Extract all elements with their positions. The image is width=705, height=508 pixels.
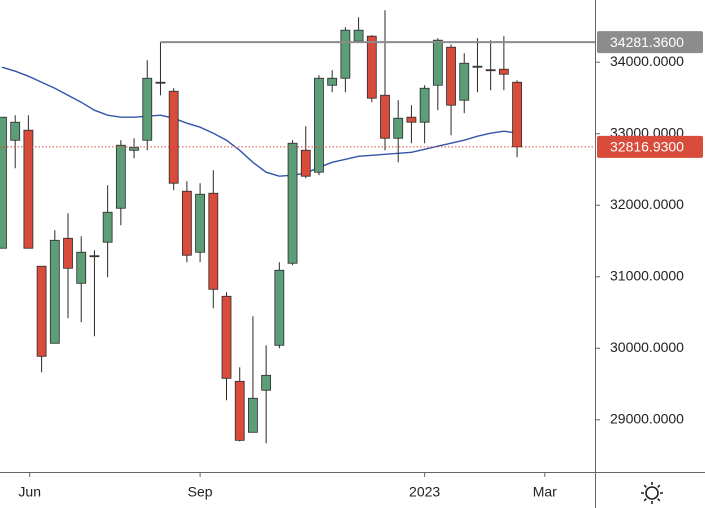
candle-body	[274, 269, 285, 346]
y-tick-label: 34000.0000	[610, 53, 684, 69]
candle-body	[208, 192, 219, 290]
y-tick-label: 29000.0000	[610, 410, 684, 426]
candle-body	[380, 94, 390, 139]
candle-body	[446, 46, 456, 106]
y-tick-label: 32000.0000	[610, 196, 684, 212]
candle-body	[366, 35, 377, 99]
x-tick-label: Jun	[18, 484, 41, 500]
candle-body	[0, 116, 7, 249]
candle-body	[23, 129, 34, 249]
candle-body	[115, 144, 126, 209]
candle-body	[300, 149, 311, 177]
candle-body	[181, 190, 192, 256]
price-tag-label: 32816.9300	[610, 139, 684, 155]
candle-body	[340, 29, 351, 79]
candle-body	[353, 29, 364, 42]
candle-body	[76, 251, 87, 284]
candle-body	[155, 81, 166, 84]
candle-body	[10, 121, 21, 141]
candle-body	[63, 237, 73, 269]
y-tick-label: 31000.0000	[610, 267, 684, 283]
candle-body	[234, 380, 245, 441]
candle-body	[195, 193, 205, 253]
candle-body	[36, 265, 47, 357]
moving-average-line	[1, 66, 518, 177]
x-tick-label: Sep	[188, 484, 213, 500]
candle-body	[221, 295, 232, 379]
x-tick-label: Mar	[533, 484, 557, 500]
candle-body	[472, 65, 483, 68]
candle-body	[419, 87, 430, 123]
settings-icon-rays[interactable]	[641, 482, 663, 504]
candle-body	[129, 146, 139, 151]
candle-body	[49, 239, 60, 344]
candle-body	[314, 77, 324, 173]
candle-body	[261, 374, 272, 391]
axes: 29000.0000 30000.0000 31000.0000 32000.0000…	[18, 31, 703, 500]
candle-body	[142, 77, 153, 141]
plot-area	[0, 10, 595, 444]
candle-body	[498, 68, 509, 75]
candle-body	[512, 81, 522, 148]
candle-body	[287, 142, 298, 264]
candle-body	[485, 69, 496, 72]
candle-body	[393, 117, 404, 139]
candle-body	[102, 211, 113, 243]
candle-body	[432, 39, 443, 86]
price-tag	[597, 135, 703, 158]
candle-body	[406, 116, 417, 123]
candle-body	[168, 90, 179, 184]
candle-body	[327, 77, 338, 86]
settings-icon-ring[interactable]	[645, 486, 659, 500]
x-tick-label: 2023	[409, 484, 440, 500]
settings-icon[interactable]	[641, 482, 663, 504]
price-tag-label: 34281.3600	[610, 34, 684, 50]
candle-body	[459, 62, 470, 101]
candle-body	[248, 397, 258, 433]
y-tick-label: 30000.0000	[610, 339, 684, 355]
candle-body	[89, 255, 100, 258]
price-tag	[597, 31, 703, 54]
